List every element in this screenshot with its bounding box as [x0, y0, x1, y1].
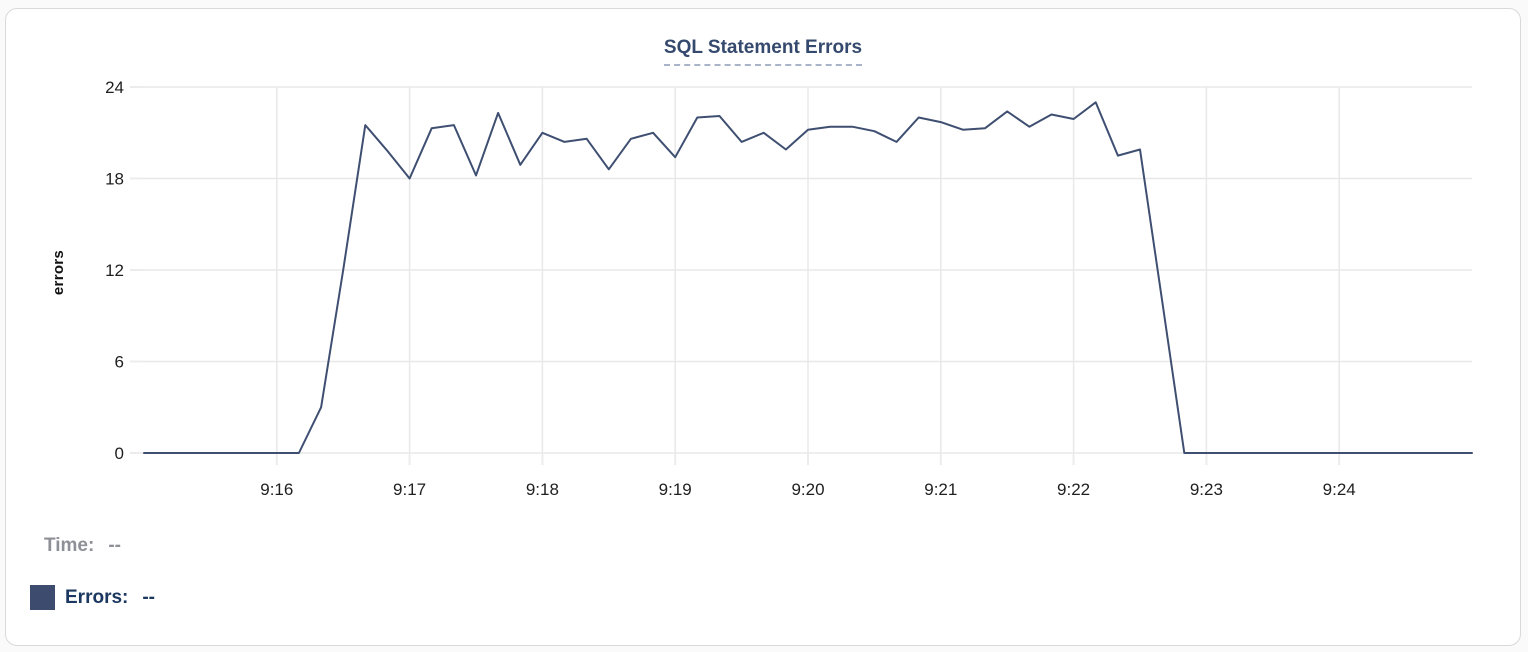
- time-label: Time:: [44, 535, 95, 556]
- y-axis-title: errors: [50, 249, 68, 296]
- x-axis-tick-label: 9:16: [260, 480, 293, 499]
- x-axis-tick-label: 9:17: [393, 480, 426, 499]
- errors-value: --: [142, 586, 156, 608]
- chart-card: SQL Statement Errors 0 6 12 18 24 9:16 9:17 9:1…: [5, 8, 1521, 646]
- chart-title-wrap: SQL Statement Errors: [6, 37, 1520, 66]
- y-axis-tick-label: 24: [105, 78, 124, 97]
- x-axis-tick-label: 9:22: [1057, 480, 1090, 499]
- chart-title[interactable]: SQL Statement Errors: [663, 37, 863, 66]
- line-chart-plot-area[interactable]: 0 6 12 18 24 9:16 9:17 9:18 9:19 9:20 9:21 9:22 9:23…: [6, 9, 1522, 519]
- x-axis-tick-label: 9:20: [791, 480, 824, 499]
- x-axis-tick-label: 9:19: [659, 480, 692, 499]
- errors-series-line: [143, 101, 1473, 454]
- x-axis-tick-label: 9:21: [924, 480, 957, 499]
- x-axis-tick-label: 9:18: [526, 480, 559, 499]
- y-axis-tick-label: 12: [105, 261, 124, 280]
- hover-readout-time: Time: --: [44, 535, 121, 557]
- x-axis-tick-label: 9:23: [1190, 480, 1223, 499]
- y-axis-tick-label: 6: [115, 353, 124, 372]
- y-axis-tick-label: 18: [105, 170, 124, 189]
- time-value: --: [108, 535, 121, 556]
- hover-readout-errors: Errors: --: [30, 585, 155, 610]
- errors-label: Errors:: [65, 586, 129, 608]
- y-axis-tick-label: 0: [115, 444, 124, 463]
- errors-series-swatch-icon: [30, 585, 55, 610]
- x-axis-tick-label: 9:24: [1323, 480, 1356, 499]
